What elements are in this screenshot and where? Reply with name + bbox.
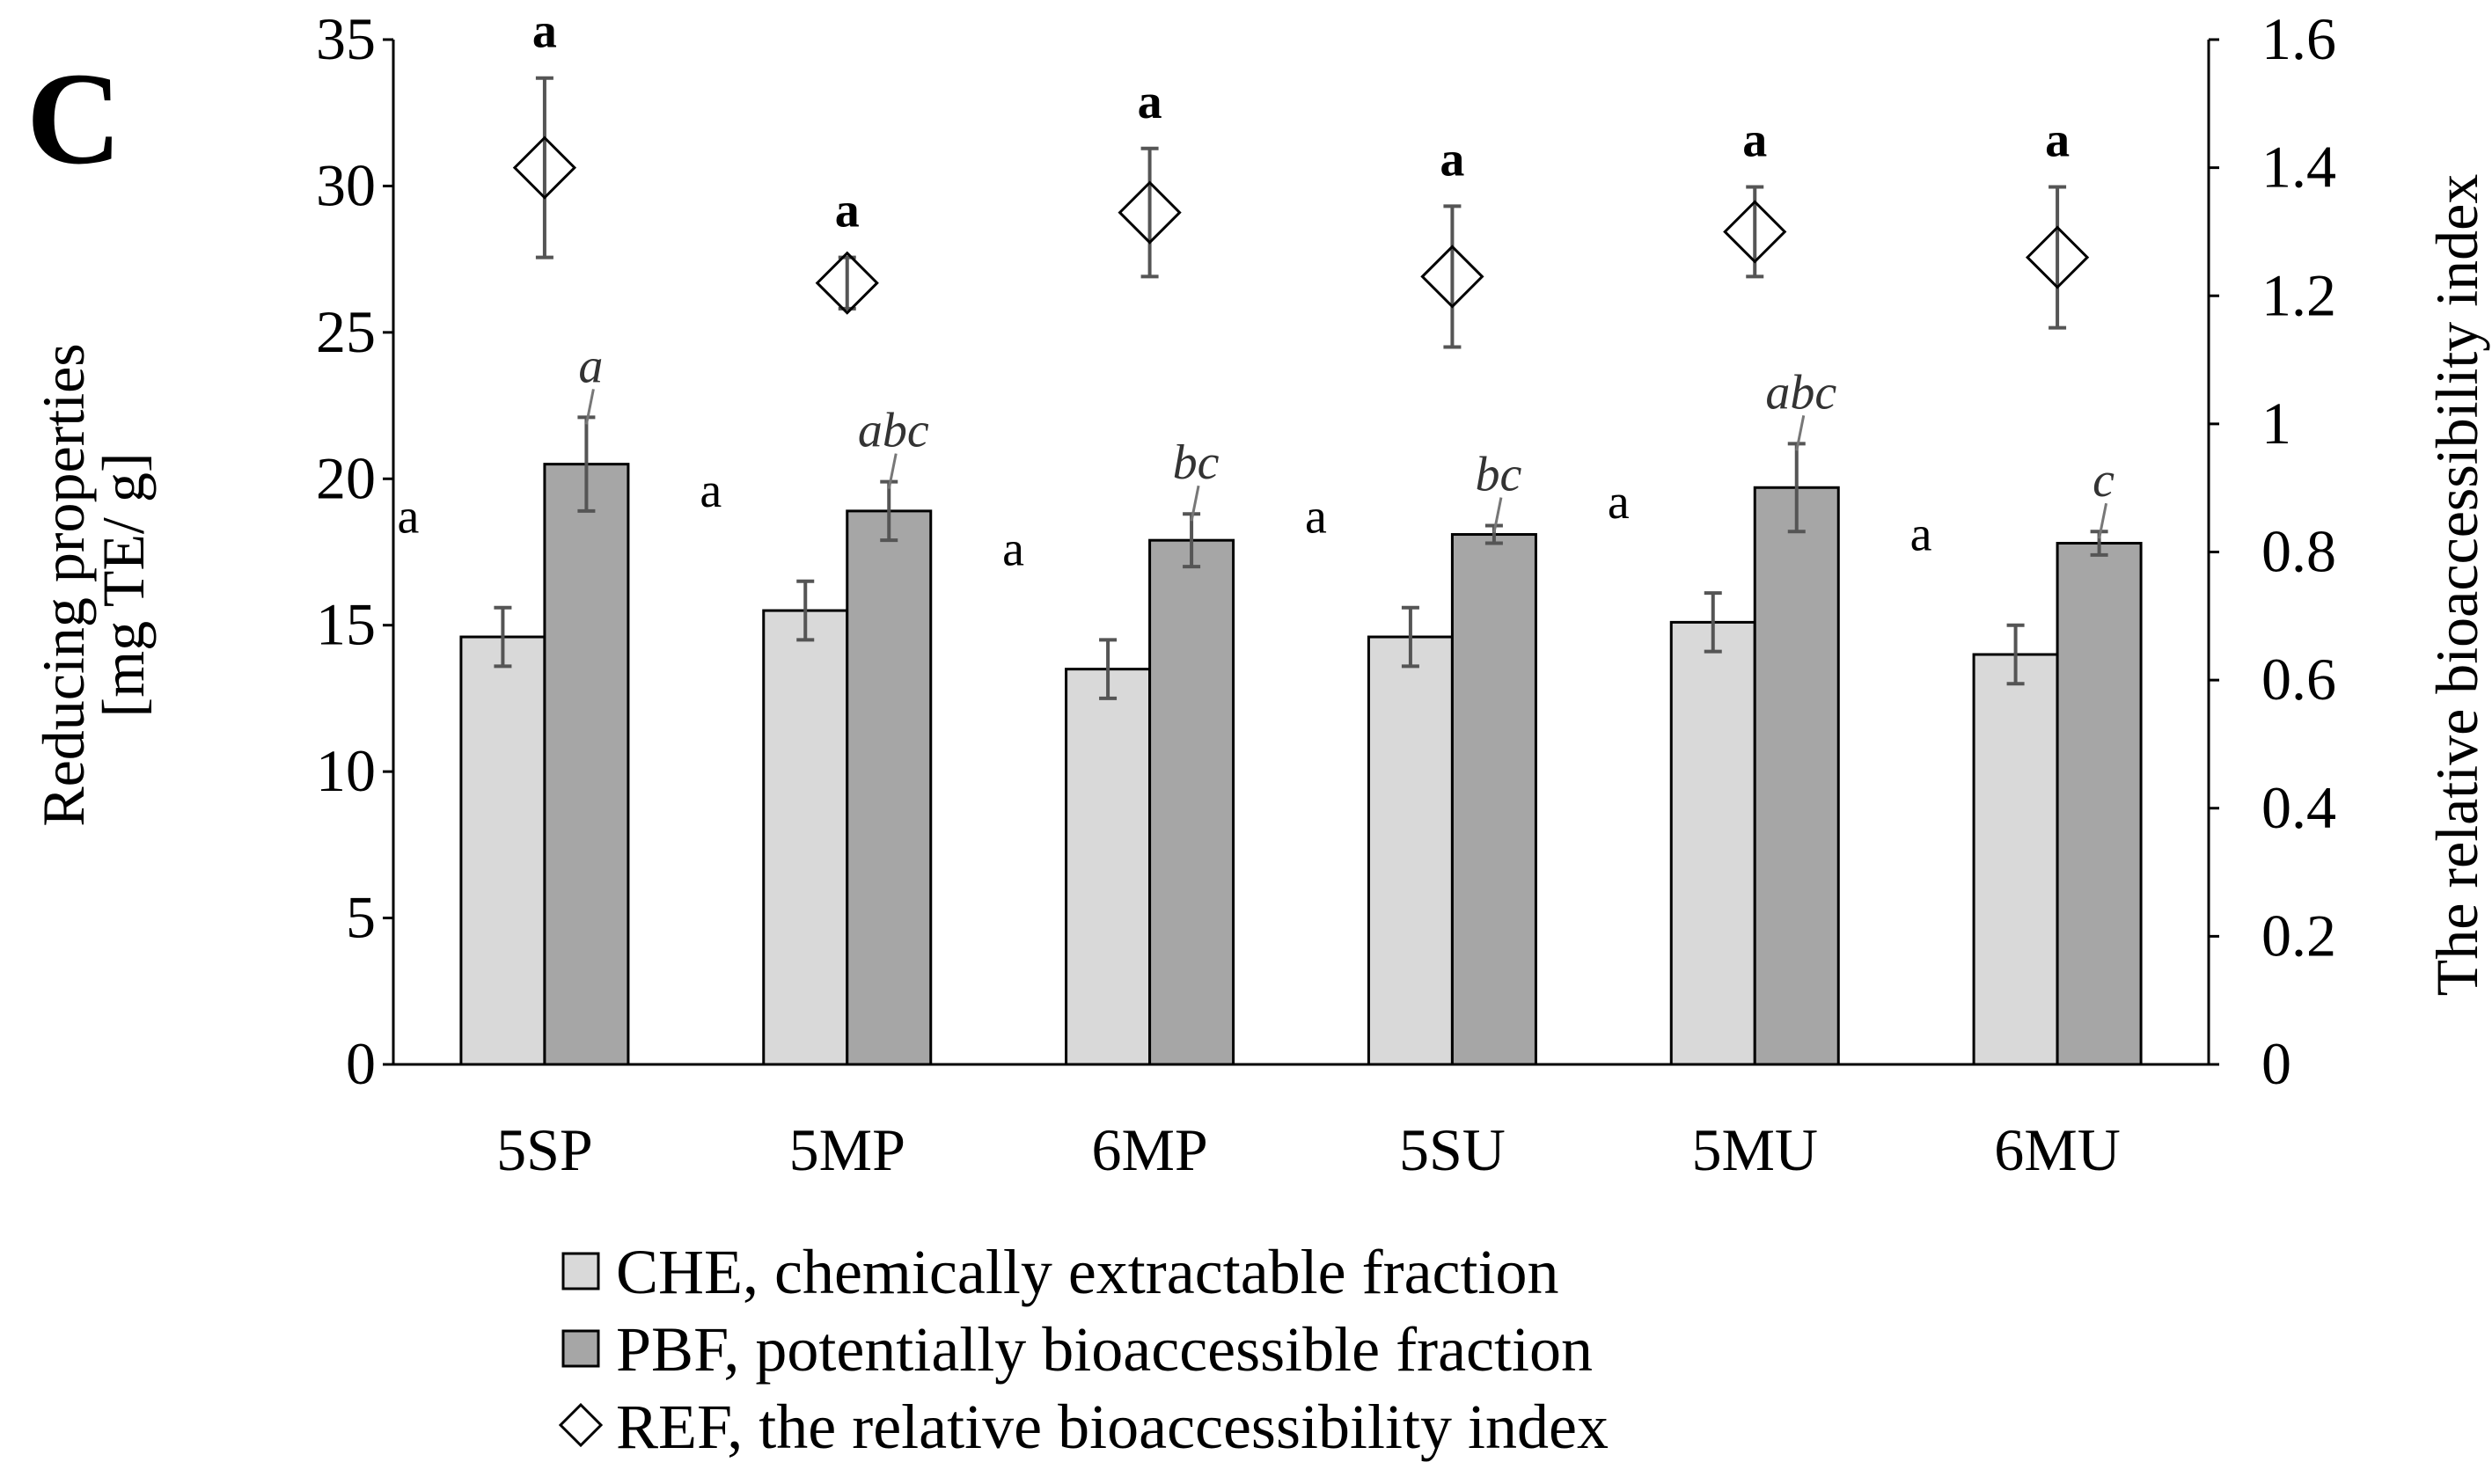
legend-text-pbf: PBF, potentially bioaccessible fraction [616,1314,1593,1385]
sig-label-ref: a [1138,75,1162,129]
left-tick-label: 35 [316,5,376,72]
bar-pbf [1753,486,1840,1066]
ref-diamond-marker [1420,245,1484,309]
sig-label-che: a [397,490,419,545]
sig-leader-pbf [1795,415,1806,451]
sig-label-ref: a [2045,113,2070,167]
right-tick-label: 0.4 [2261,774,2336,841]
category-label: 6MU [1994,1116,2121,1183]
right-tick-label: 0.6 [2261,646,2336,713]
legend-text-ref: REF, the relative bioaccessibility index [616,1392,1609,1462]
right-tick-label: 1 [2261,390,2291,457]
left-tick-label: 10 [316,737,376,804]
left-tick-label: 20 [316,444,376,511]
left-tick-label: 0 [346,1030,376,1097]
category-label: 5MP [789,1116,905,1183]
legend-text-che: CHE, chemically extractable fraction [616,1237,1559,1307]
sig-label-pbf: bc [1475,448,1521,502]
bar-che [1065,668,1152,1066]
ref-diamond-marker [512,135,577,200]
sig-label-che: a [1002,522,1024,576]
sig-label-pbf: abc [1765,365,1836,420]
legend-swatch-che [561,1252,600,1290]
sig-label-ref: a [1440,132,1464,186]
sig-label-ref: a [532,4,557,59]
left-tick-label: 25 [316,298,376,365]
bars [459,415,2143,1066]
sig-leader-pbf [1190,485,1200,522]
left-tick-label: 15 [316,591,376,658]
ref-diamond-marker [815,251,879,315]
legend-swatch-pbf [561,1329,600,1368]
sig-label-ref: a [1742,113,1767,167]
legend-swatch-ref [558,1402,604,1448]
ref-diamond-marker [2025,225,2090,289]
sig-leader-pbf [584,389,595,425]
ref-diamond-marker [1723,200,1787,264]
bar-pbf [2056,542,2143,1066]
ref-points [512,76,2090,349]
sig-leader-pbf [2098,502,2108,539]
bar-che [459,635,546,1066]
axes: 0 5 10 15 20 25 30 35 0 0.2 0.4 0.6 0.8 1 1.2 1.4 1.6 5SP… [316,5,2336,1183]
sig-label-che: a [1305,490,1327,545]
right-tick-label: 1.2 [2261,261,2336,328]
right-tick-label: 1.6 [2261,5,2336,72]
sig-label-che: a [1608,475,1630,530]
bar-pbf [1450,533,1537,1066]
right-tick-label: 0 [2261,1030,2291,1097]
right-axis-title: The relative bioaccessibility index [2423,174,2490,997]
left-tick-label: 5 [346,884,376,951]
bar-che [1972,653,2059,1066]
sig-label-che: a [700,464,722,518]
sig-label-pbf: abc [858,404,929,458]
left-axis-title-line2: [mg TE/ g] [90,453,157,718]
left-axis-title-line1: Reducing properties [30,343,97,827]
right-tick-label: 0.2 [2261,902,2336,969]
category-label: 5SU [1399,1116,1506,1183]
bar-pbf [846,509,933,1066]
bar-che [1669,620,1756,1066]
bar-che [1367,635,1454,1066]
right-tick-label: 0.8 [2261,518,2336,585]
sig-label-pbf: a [578,339,603,393]
legend: CHE, chemically extractable fraction PBF… [558,1237,1609,1462]
panel-label: C [26,46,121,192]
bar-pbf [543,463,630,1066]
sig-label-ref: a [835,184,860,238]
right-tick-label: 1.4 [2261,134,2336,201]
category-label: 5SP [496,1116,593,1183]
ref-diamond-marker [1118,180,1182,245]
sig-label-pbf: bc [1173,435,1220,490]
left-axis-title: Reducing properties [mg TE/ g] [30,343,157,827]
sig-label-che: a [1910,508,1932,562]
sig-label-pbf: c [2093,453,2115,508]
category-label: 6MP [1091,1116,1207,1183]
sig-leader-pbf [1492,497,1503,533]
left-tick-label: 30 [316,151,376,218]
bar-che [762,609,849,1066]
right-axis-title-text: The relative bioaccessibility index [2423,174,2490,997]
sig-leader-pbf [887,453,898,489]
bar-pbf [1148,538,1235,1066]
category-label: 5MU [1691,1116,1818,1183]
